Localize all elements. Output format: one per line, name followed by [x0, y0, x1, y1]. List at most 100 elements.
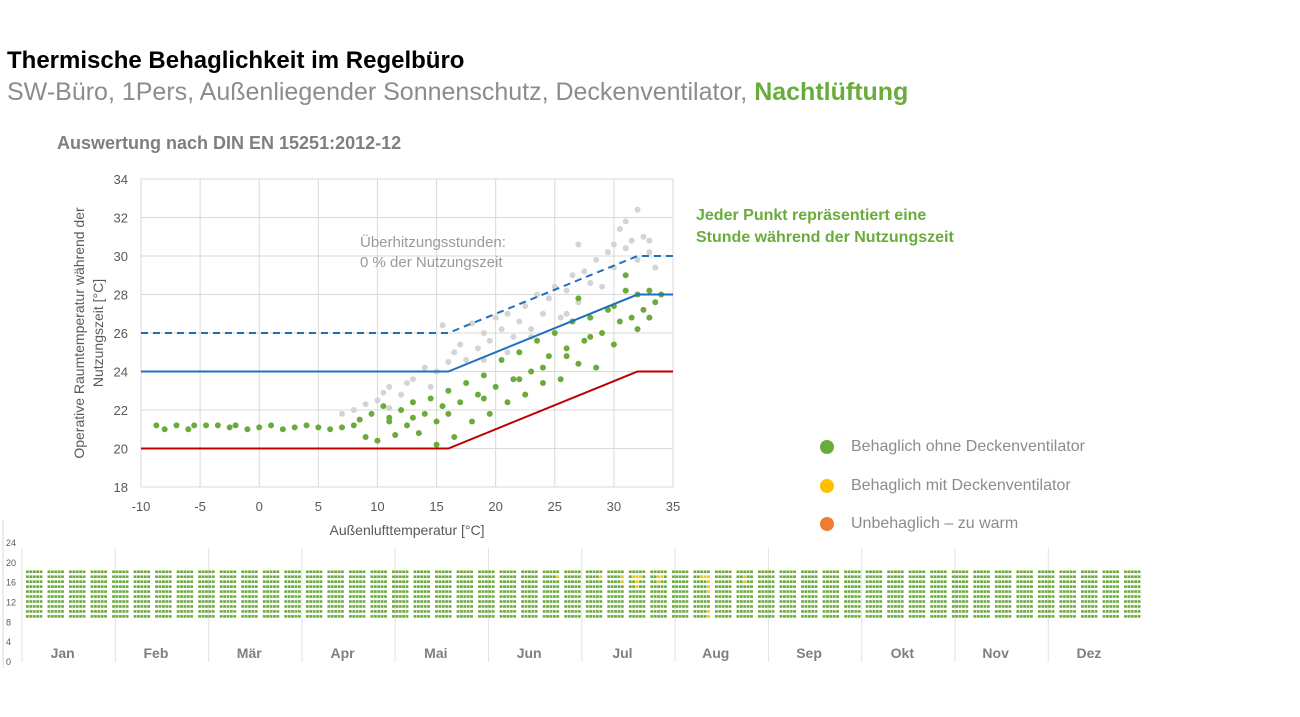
heatmap-cell-green [653, 610, 657, 613]
heatmap-cell-green [930, 600, 934, 603]
heatmap-cell-green [273, 575, 276, 579]
heatmap-cell-green [441, 605, 445, 608]
heatmap-cell-green [427, 615, 430, 618]
heatmap-cell-green [915, 585, 919, 588]
heatmap-cell-green [466, 615, 470, 618]
scatter-point-green [474, 391, 481, 398]
heatmap-cell-green [965, 595, 969, 598]
heatmap-cell-green [370, 615, 374, 618]
heatmap-cell-green [930, 595, 934, 598]
heatmap-cell-green [589, 605, 592, 608]
heatmap-cell-green [1051, 615, 1055, 618]
heatmap-cell-green [1023, 590, 1027, 593]
heatmap-cell-green [1073, 575, 1076, 579]
heatmap-cell-green [312, 605, 316, 608]
heatmap-cell-green [768, 615, 772, 618]
heatmap-cell-green [844, 595, 847, 598]
heatmap-cell-green [1091, 590, 1095, 593]
scatter-point-green [480, 372, 487, 379]
heatmap-cell-green [822, 570, 826, 574]
heatmap-cell-green [168, 585, 172, 588]
heatmap-cell-green [198, 575, 202, 579]
heatmap-cell-green [90, 585, 94, 588]
heatmap-cell-green [937, 585, 940, 588]
heatmap-cell-green [650, 585, 654, 588]
heatmap-cell-green [420, 570, 424, 574]
scatter-point-green [622, 272, 629, 279]
heatmap-cell-green [491, 615, 495, 618]
heatmap-cell-green [254, 600, 258, 603]
heatmap-cell-green [879, 590, 883, 593]
heatmap-cell-green [294, 615, 298, 618]
heatmap-cell-green [176, 570, 180, 574]
heatmap-cell-green [50, 610, 54, 613]
heatmap-cell-green [82, 605, 86, 608]
heatmap-cell-green [671, 575, 675, 579]
heatmap-cell-green [875, 610, 879, 613]
heatmap-cell-green [1062, 575, 1066, 579]
heatmap-cell-green [1066, 600, 1070, 603]
heatmap-cell-green [309, 600, 313, 603]
heatmap-cell-green [448, 590, 452, 593]
heatmap-cell-green [617, 610, 621, 613]
heatmap-cell-green [337, 590, 341, 593]
heatmap-cell-green [758, 600, 761, 603]
scatter-point-green [575, 360, 582, 367]
heatmap-cell-green [607, 610, 611, 613]
heatmap-cell-green [72, 610, 76, 613]
heatmap-cell-green [165, 580, 169, 583]
heatmap-cell-green [491, 580, 495, 583]
scatter-point-green [214, 422, 221, 429]
heatmap-cell-green [940, 595, 944, 598]
heatmap-cell-green [1127, 580, 1131, 583]
heatmap-cell-green [384, 570, 387, 574]
heatmap-cell-green [251, 580, 255, 583]
scatter-point-green [427, 395, 434, 402]
heatmap-cell-green [362, 580, 366, 583]
heatmap-cell-green [596, 570, 599, 574]
heatmap-cell-green [183, 605, 187, 608]
heatmap-cell-green [700, 615, 704, 618]
heatmap-cell-green [1048, 575, 1051, 579]
heatmap-cell-green [241, 570, 245, 574]
heatmap-cell-green [922, 600, 926, 603]
heatmap-cell-green [943, 615, 947, 618]
heatmap-cell-green [879, 605, 883, 608]
heatmap-cell-green [894, 570, 897, 574]
heatmap-cell-green [513, 610, 517, 613]
heatmap-cell-green [355, 580, 359, 583]
heatmap-cell-green [620, 615, 624, 618]
heatmap-cell-green [844, 585, 847, 588]
heatmap-cell-green [549, 615, 553, 618]
heatmap-cell-green [764, 570, 768, 574]
heatmap-cell-green [771, 610, 775, 613]
heatmap-cell-green [642, 605, 646, 608]
annotation-text: 0 % der Nutzungszeit [360, 254, 503, 271]
heatmap-cell-green [1073, 570, 1076, 574]
heatmap-cell-green [610, 595, 614, 598]
x-tick-label: -5 [194, 499, 206, 514]
heatmap-cell-green [592, 600, 596, 603]
heatmap-cell-green [890, 585, 894, 588]
heatmap-cell-green [29, 580, 33, 583]
heatmap-cell-green [1069, 615, 1073, 618]
heatmap-cell-green [79, 610, 83, 613]
heatmap-cell-green [413, 610, 417, 613]
heatmap-cell-green [1001, 595, 1005, 598]
heatmap-cell-green [786, 580, 790, 583]
heatmap-cell-green [657, 605, 660, 608]
heatmap-cell-green [509, 585, 513, 588]
heatmap-cell-green [746, 570, 750, 574]
heatmap-cell-green [696, 575, 700, 579]
heatmap-cell-green [233, 600, 237, 603]
heatmap-cell-green [786, 575, 790, 579]
heatmap-cell-green [567, 610, 571, 613]
heatmap-cell-green [607, 595, 611, 598]
heatmap-cell-green [779, 570, 783, 574]
scatter-point-green [327, 426, 334, 433]
heatmap-cell-green [82, 585, 86, 588]
heatmap-cell-green [319, 590, 323, 593]
heatmap-cell-green [546, 575, 549, 579]
heatmap-cell-green [1023, 570, 1027, 574]
heatmap-cell-green [1105, 605, 1109, 608]
